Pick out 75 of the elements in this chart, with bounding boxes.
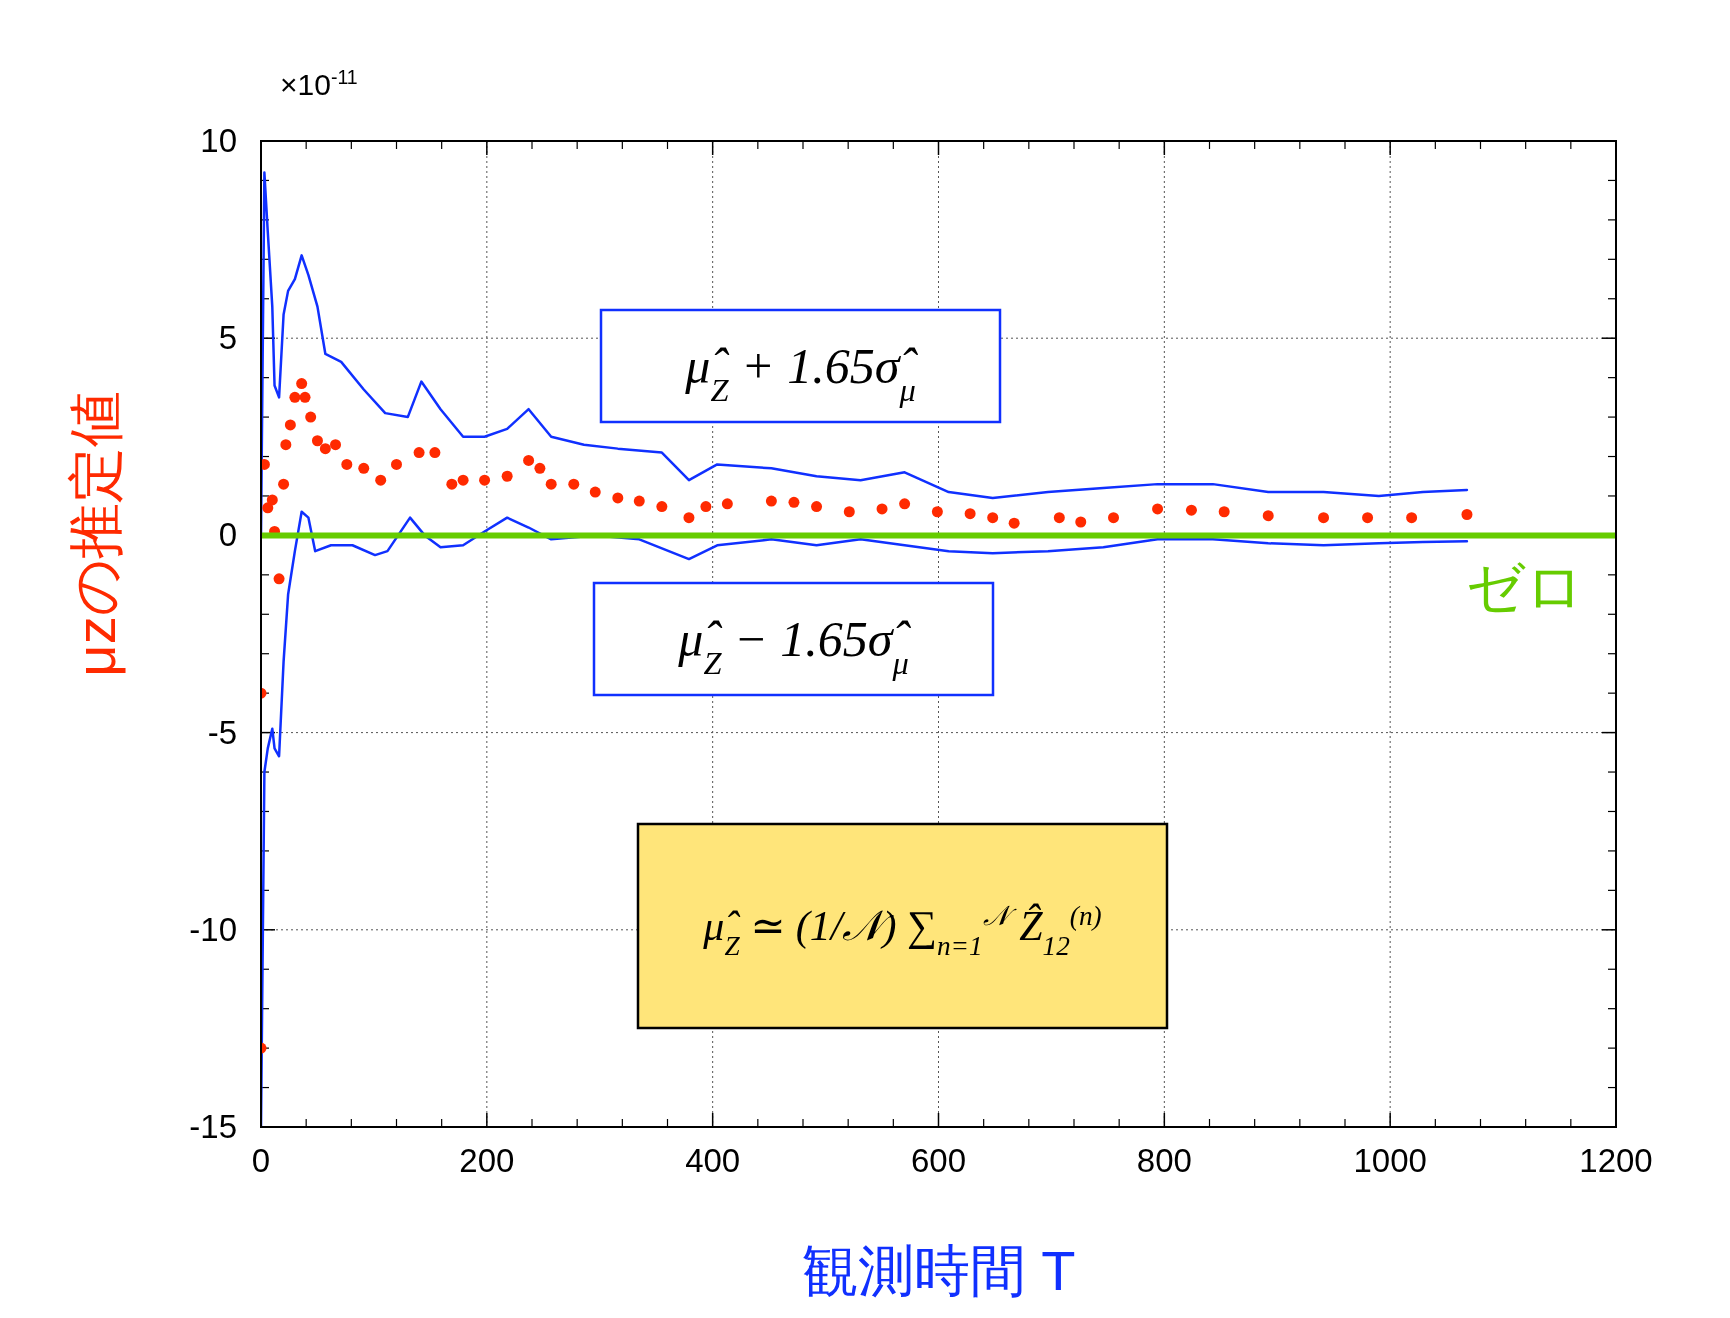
- point: [305, 411, 317, 423]
- point: [1008, 517, 1020, 529]
- x-tick-label: 0: [251, 1142, 271, 1179]
- point: [375, 474, 387, 486]
- point: [931, 506, 943, 518]
- point: [765, 495, 777, 507]
- point: [429, 447, 441, 459]
- point: [964, 508, 976, 520]
- point: [1185, 504, 1197, 516]
- point: [1461, 509, 1473, 520]
- point: [1318, 512, 1330, 524]
- point: [700, 501, 712, 513]
- point: [319, 443, 331, 455]
- point: [523, 454, 535, 466]
- point: [479, 474, 491, 486]
- x-tick-label: 1200: [1579, 1142, 1653, 1179]
- point: [266, 494, 278, 506]
- x-tick-label: 1000: [1353, 1142, 1427, 1179]
- y-tick-label: 10: [200, 122, 237, 159]
- point: [545, 478, 557, 490]
- annotation: μ̂$_{Z}$ − 1.65σ̂$_{μ}$: [677, 610, 912, 681]
- point: [683, 512, 695, 524]
- annotation: μ̂$_{Z}$ + 1.65σ̂$_{μ}$: [684, 337, 919, 408]
- point: [721, 498, 733, 510]
- point: [656, 501, 668, 513]
- point: [1108, 512, 1120, 524]
- point: [446, 478, 458, 490]
- point: [899, 498, 911, 510]
- point: [358, 462, 370, 474]
- point: [296, 378, 308, 390]
- point: [788, 496, 800, 508]
- point: [1262, 510, 1274, 522]
- point: [612, 492, 624, 504]
- point: [568, 478, 580, 490]
- point: [501, 470, 513, 482]
- point: [1218, 506, 1230, 518]
- point: [391, 458, 402, 470]
- point: [876, 503, 888, 515]
- annotation: μ̂$_{Z}$ − 1.65σ̂$_{μ}$: [592, 581, 995, 697]
- point: [289, 391, 301, 403]
- y-axis-title: μzの推定値: [64, 391, 127, 677]
- point: [330, 439, 342, 451]
- point: [341, 458, 353, 470]
- point: [299, 391, 311, 403]
- ref-line-label: ゼロ: [1466, 554, 1584, 620]
- point: [811, 501, 823, 513]
- annotation: μ̂$_{Z}$ + 1.65σ̂$_{μ}$: [599, 308, 1002, 424]
- point: [413, 447, 425, 459]
- point: [284, 419, 296, 431]
- point: [633, 495, 645, 507]
- point: [1362, 512, 1374, 524]
- y-tick-label: 5: [218, 319, 237, 357]
- x-tick-label: 400: [685, 1142, 741, 1179]
- x-tick-label: 600: [910, 1142, 967, 1179]
- point: [278, 478, 290, 490]
- x-tick-label: 800: [1136, 1142, 1192, 1179]
- annotation: ×10$^{-11}$: [280, 66, 358, 101]
- point: [843, 506, 855, 518]
- point: [457, 474, 469, 486]
- point: [273, 573, 285, 585]
- x-axis-title: 観測時間 T: [801, 1239, 1076, 1302]
- point: [280, 439, 292, 451]
- point: [987, 512, 999, 524]
- point: [1053, 512, 1065, 524]
- y-tick-label: -15: [189, 1108, 237, 1145]
- point: [311, 435, 323, 447]
- point: [534, 462, 546, 474]
- y-tick-label: -10: [189, 910, 237, 948]
- y-tick-label: 0: [218, 516, 237, 554]
- point: [1152, 503, 1164, 515]
- point: [1075, 516, 1087, 528]
- x-tick-label: 200: [459, 1142, 515, 1179]
- y-tick-label: -5: [207, 713, 237, 751]
- point: [589, 486, 601, 498]
- point: [1406, 512, 1418, 524]
